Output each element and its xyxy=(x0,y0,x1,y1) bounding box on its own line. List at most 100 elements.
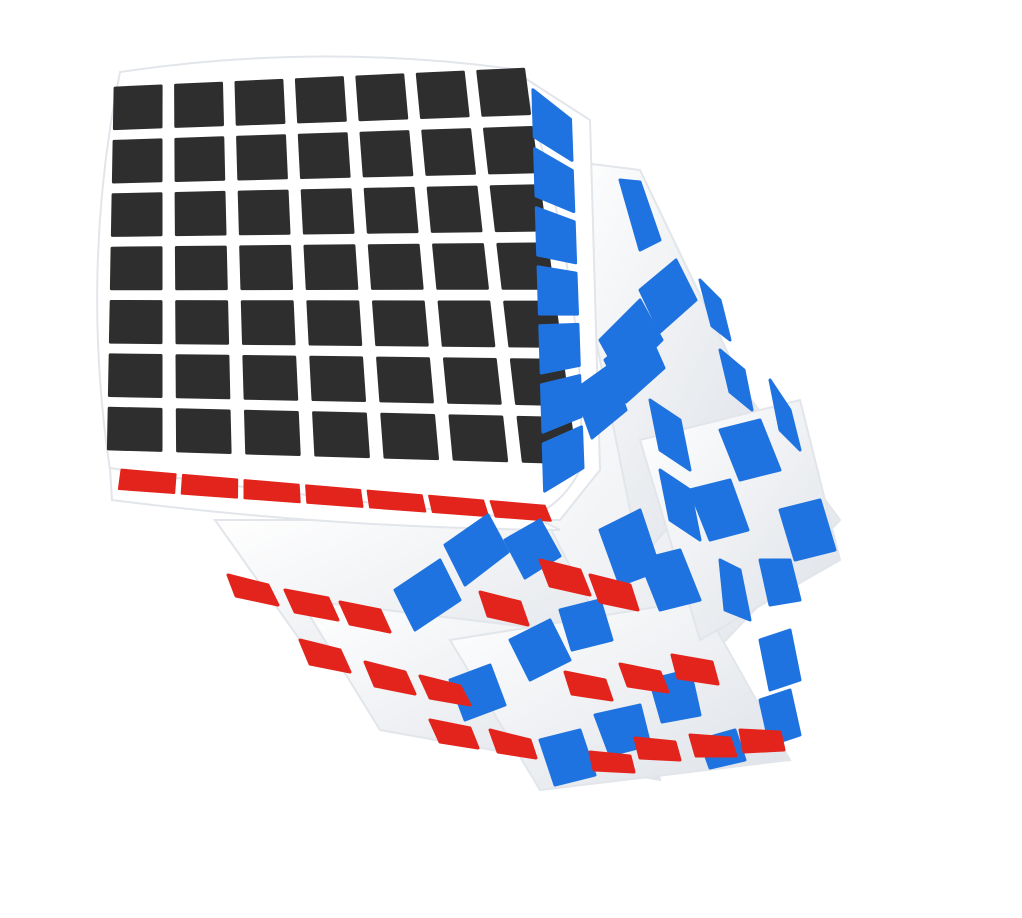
black-sticker xyxy=(294,76,347,124)
black-sticker xyxy=(309,355,366,402)
red-sticker xyxy=(243,479,301,504)
black-sticker xyxy=(303,244,359,290)
black-sticker xyxy=(432,243,489,290)
blue-sticker xyxy=(443,513,510,587)
black-sticker xyxy=(244,409,301,456)
red-sticker xyxy=(366,489,427,513)
black-sticker xyxy=(174,136,226,182)
black-sticker xyxy=(443,357,502,405)
red-sticker xyxy=(633,736,682,762)
red-sticker xyxy=(688,733,738,758)
red-sticker xyxy=(488,728,538,760)
black-sticker xyxy=(306,300,363,346)
blue-sticker xyxy=(598,508,662,587)
black-sticker xyxy=(240,300,296,346)
front-face-stickers xyxy=(117,468,552,522)
blue-sticker xyxy=(658,468,702,542)
red-sticker xyxy=(588,573,640,612)
black-sticker xyxy=(108,300,163,345)
black-sticker xyxy=(237,189,291,236)
black-sticker xyxy=(448,414,509,463)
black-sticker xyxy=(312,411,370,459)
black-sticker xyxy=(242,355,299,401)
blue-sticker xyxy=(573,363,628,440)
blue-sticker xyxy=(538,322,581,375)
red-sticker xyxy=(298,638,352,674)
red-sticker xyxy=(428,718,480,750)
red-sticker xyxy=(478,590,530,627)
blue-sticker xyxy=(758,558,802,607)
black-sticker xyxy=(437,300,496,348)
blue-sticker xyxy=(393,558,462,632)
black-sticker xyxy=(112,84,163,131)
red-sticker xyxy=(117,468,177,494)
black-sticker xyxy=(234,78,286,126)
red-sticker xyxy=(563,670,614,702)
blue-sticker xyxy=(718,348,754,412)
black-sticker xyxy=(359,130,414,178)
black-sticker xyxy=(239,244,294,291)
blue-sticker xyxy=(758,628,802,692)
blue-sticker xyxy=(541,425,585,493)
black-sticker xyxy=(175,354,231,400)
black-sticker xyxy=(380,412,439,461)
top-face-stickers xyxy=(106,67,578,465)
red-sticker xyxy=(418,674,472,707)
red-sticker xyxy=(670,653,720,686)
black-sticker xyxy=(300,188,355,235)
black-sticker xyxy=(355,73,409,122)
blue-sticker xyxy=(508,618,572,682)
red-sticker xyxy=(305,484,364,508)
black-sticker xyxy=(426,185,483,233)
blue-sticker xyxy=(540,374,583,434)
blue-sticker xyxy=(533,147,576,214)
right-face-stickers xyxy=(531,88,585,493)
black-sticker xyxy=(421,128,476,176)
red-sticker xyxy=(588,750,636,774)
blue-sticker xyxy=(698,278,732,342)
blue-sticker xyxy=(534,206,578,265)
red-sticker xyxy=(180,473,239,499)
blue-sticker xyxy=(558,598,614,652)
black-sticker xyxy=(175,300,230,345)
black-sticker xyxy=(111,138,163,184)
black-sticker xyxy=(236,134,288,181)
red-sticker xyxy=(618,662,670,694)
black-sticker xyxy=(367,243,424,290)
red-sticker xyxy=(738,728,786,754)
black-sticker xyxy=(376,356,434,404)
black-sticker xyxy=(476,67,531,117)
blue-sticker xyxy=(768,378,802,452)
red-sticker xyxy=(338,600,392,634)
black-sticker xyxy=(372,300,429,347)
blue-sticker xyxy=(638,258,698,334)
blue-sticker xyxy=(618,178,662,252)
blue-sticker xyxy=(531,88,574,162)
blue-sticker xyxy=(538,728,597,787)
black-sticker xyxy=(175,408,232,454)
black-sticker xyxy=(174,245,228,291)
black-sticker xyxy=(174,81,224,128)
blue-sticker xyxy=(778,498,837,562)
blue-sticker xyxy=(648,398,692,472)
black-sticker xyxy=(174,190,227,237)
red-sticker xyxy=(538,558,592,597)
black-sticker xyxy=(107,353,163,398)
lower-layer-stickers xyxy=(226,178,837,787)
black-sticker xyxy=(110,192,163,237)
blue-sticker xyxy=(718,558,752,622)
blue-sticker xyxy=(688,478,750,542)
blue-sticker xyxy=(536,265,579,316)
red-sticker xyxy=(363,660,417,696)
blue-sticker xyxy=(448,663,507,722)
black-sticker xyxy=(109,246,163,291)
red-sticker xyxy=(226,573,280,607)
black-sticker xyxy=(415,70,470,119)
black-sticker xyxy=(363,186,419,234)
red-sticker xyxy=(283,588,340,622)
red-sticker xyxy=(489,500,552,522)
blue-sticker xyxy=(718,418,782,482)
black-sticker xyxy=(106,406,163,452)
black-sticker xyxy=(297,132,351,179)
